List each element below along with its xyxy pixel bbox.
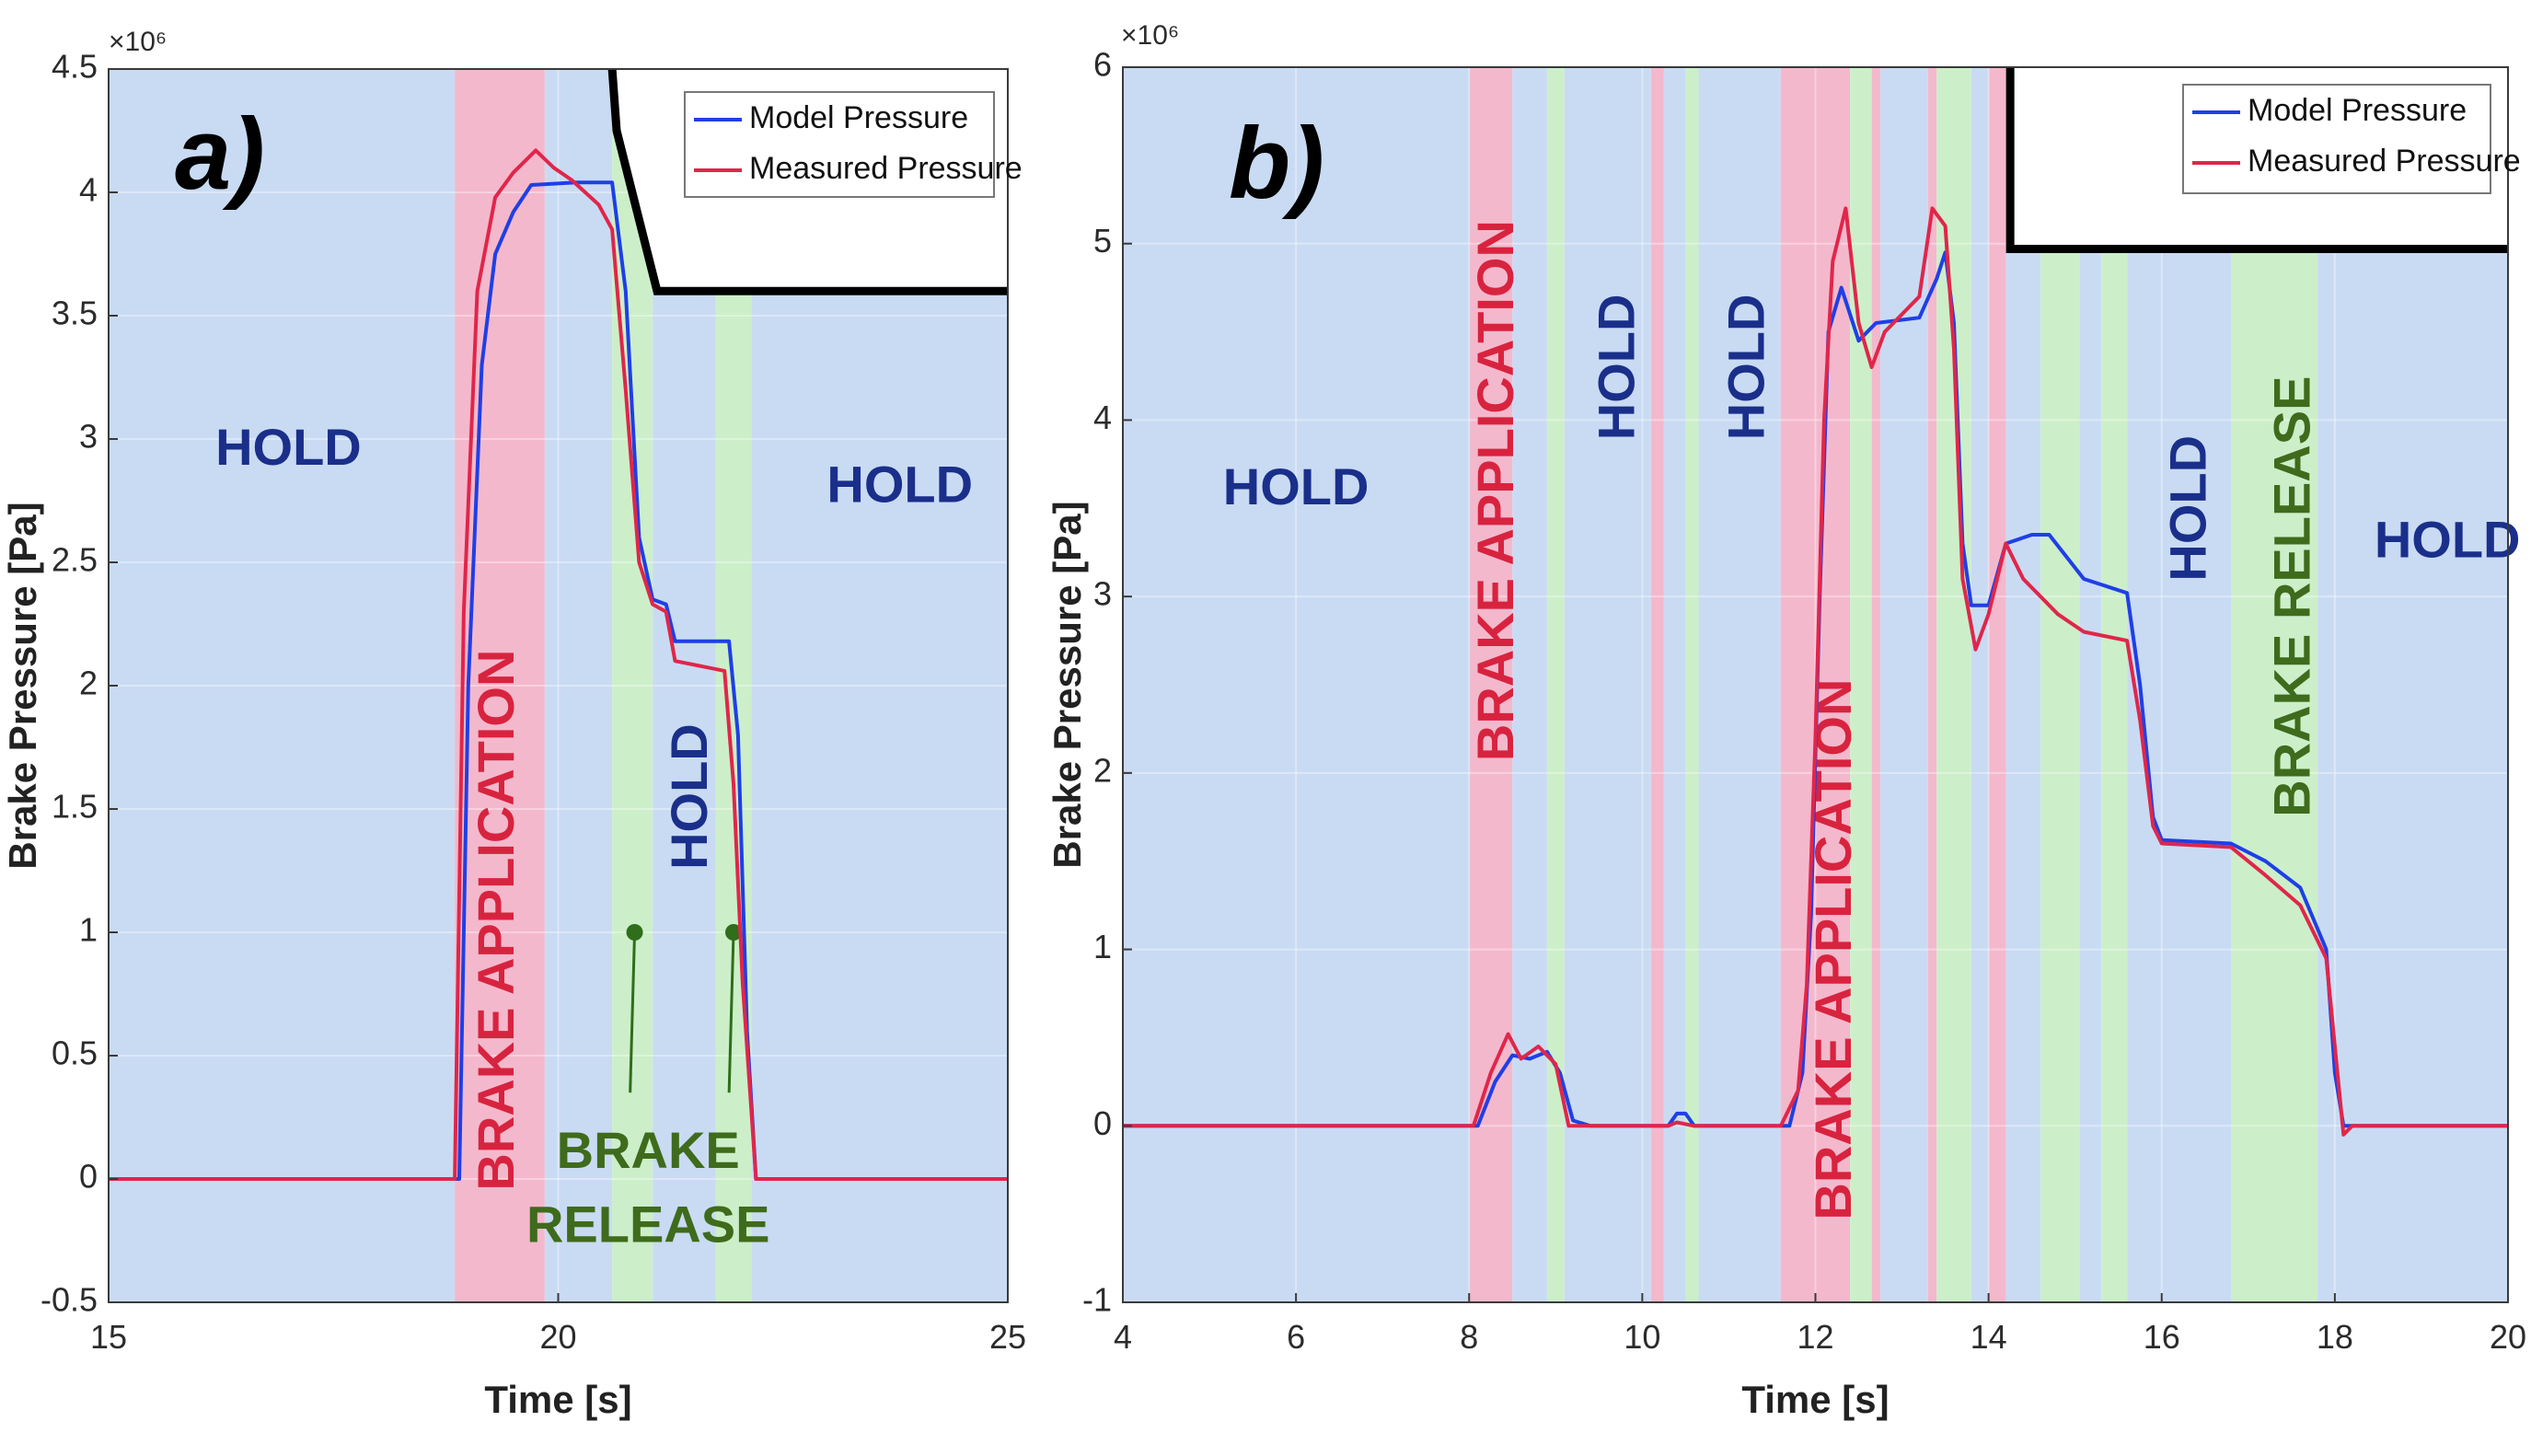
panel-b-command-line [2005, 67, 2508, 253]
panel-b-xtick-label: 4 [1114, 1318, 1132, 1356]
panel-b-label-hold: HOLD [2375, 510, 2521, 568]
panel-a-ytick-label: 0 [79, 1158, 98, 1196]
panel-b-label-hold: HOLD [2158, 435, 2216, 582]
panel-a-pointer-line [727, 931, 735, 1093]
panel-b-region-hold-15 [1970, 67, 1989, 1302]
panel-b-legend-entry: Measured Pressure [2248, 144, 2521, 179]
panel-b-region-hold-19 [2079, 67, 2101, 1302]
panel-a-series-measured [109, 148, 1008, 1181]
panel-b-ytick-label: 6 [1093, 46, 1112, 84]
panel-a-ytick-label: 2.5 [52, 541, 98, 579]
panel-a-letter: a) [175, 98, 265, 211]
panel-b: HOLD BRAKE APPLICATION HOLD HOLD BRAKE APPLI… [1046, 20, 2526, 1421]
panel-b-region-hold-6 [1663, 67, 1686, 1302]
panel-a-ytick-label: 2 [79, 664, 98, 702]
panel-b-ytick-label: 2 [1093, 751, 1112, 789]
panel-a-label-hold: HOLD [660, 723, 718, 870]
panel-a-pointer-line [629, 931, 637, 1093]
panel-b-xtick-label: 12 [1797, 1318, 1833, 1356]
panel-b-region-hold-2 [1512, 67, 1547, 1302]
panel-b-xlabel: Time [s] [1741, 1378, 1889, 1421]
panel-b-xtick-label: 14 [1970, 1318, 2007, 1356]
panel-b-exponent: ×10⁶ [1121, 20, 1179, 51]
panel-b-legend-entry: Model Pressure [2248, 93, 2467, 128]
panel-b-region-hold-17 [2005, 67, 2041, 1302]
panel-a-pointer-dot [626, 924, 643, 941]
panel-b-region-application-13 [1927, 67, 1937, 1302]
panel-b-region-hold-8 [1698, 67, 1781, 1302]
panel-b-region-release-14 [1936, 67, 1971, 1302]
panel-b-region-hold-4 [1564, 67, 1651, 1302]
panel-b-region-release-3 [1546, 67, 1565, 1302]
panel-b-region-release-7 [1685, 67, 1699, 1302]
panel-a-ytick-label: 4 [79, 171, 98, 209]
panel-b-ytick-label: -1 [1082, 1281, 1112, 1319]
panel-b-xtick-label: 20 [2490, 1318, 2526, 1356]
panel-b-xtick-label: 16 [2144, 1318, 2180, 1356]
panel-a-xtick-label: 20 [539, 1318, 576, 1356]
panel-b-ytick-label: 5 [1093, 222, 1112, 260]
panel-b-region-hold-23 [2317, 67, 2508, 1302]
panel-b-xtick-label: 6 [1287, 1318, 1305, 1356]
panel-a-label-release: RELEASE [526, 1195, 770, 1253]
panel-b-ytick-label: 1 [1093, 928, 1112, 965]
panel-b-ytick-label: 4 [1093, 399, 1112, 436]
panel-b-letter: b) [1229, 107, 1324, 220]
panel-a-region-release-3 [612, 69, 653, 1302]
panel-a-label-application: BRAKE APPLICATION [467, 650, 525, 1191]
panel-b-series-measured [1123, 206, 2508, 1137]
panel-b-region-application-5 [1650, 67, 1664, 1302]
panel-b-region-application-16 [1988, 67, 2006, 1302]
panel-a-ytick-label: -0.5 [40, 1281, 98, 1319]
panel-a-ylabel: Brake Pressure [Pa] [1, 502, 44, 869]
panel-b-label-hold: HOLD [1717, 295, 1775, 441]
panel-a-ytick-label: 1.5 [52, 788, 98, 826]
panel-a-ytick-label: 0.5 [52, 1034, 98, 1072]
panel-b-xtick-label: 18 [2317, 1318, 2353, 1356]
panel-a-ytick-label: 1 [79, 911, 98, 949]
panel-b-ylabel: Brake Pressure [Pa] [1046, 501, 1089, 868]
panel-b-region-application-11 [1871, 67, 1881, 1302]
panel-b-label-hold: HOLD [1588, 295, 1646, 441]
panel-a-ytick-label: 3 [79, 418, 98, 456]
panel-a-xtick-label: 15 [90, 1318, 127, 1356]
panel-b-label-release: BRAKE RELEASE [2262, 376, 2320, 817]
panel-b-label-application: BRAKE APPLICATION [1804, 679, 1862, 1220]
panel-b-region-release-22 [2231, 67, 2318, 1302]
panel-b-region-release-20 [2100, 67, 2128, 1302]
panel-a-exponent: ×10⁶ [109, 27, 167, 57]
panel-a-series-model [109, 180, 1008, 1181]
panel-a-region-hold-2 [544, 69, 613, 1302]
panel-b-region-hold-21 [2127, 67, 2231, 1302]
panel-b-ytick-label: 3 [1093, 575, 1112, 613]
panel-b-label-hold: HOLD [1223, 457, 1370, 515]
panel-a-label-release: BRAKE [557, 1121, 740, 1179]
panel-a-command-line [607, 68, 1008, 295]
panel-a-label-hold: HOLD [215, 418, 362, 476]
panel-a-xtick-label: 25 [989, 1318, 1026, 1356]
panel-b-xtick-label: 10 [1624, 1318, 1660, 1356]
panel-b-label-application: BRAKE APPLICATION [1466, 220, 1524, 761]
panel-a-pointer-dot [725, 924, 743, 941]
panel-a-label-hold: HOLD [826, 455, 973, 513]
panel-b-xtick-label: 8 [1460, 1318, 1478, 1356]
panel-a-legend-entry: Measured Pressure [749, 151, 1023, 186]
panel-a-xlabel: Time [s] [484, 1378, 631, 1421]
panel-b-region-hold-12 [1880, 67, 1928, 1302]
panel-b-region-release-18 [2040, 67, 2080, 1302]
panel-a-legend-entry: Model Pressure [749, 100, 968, 135]
panel-a-legend [684, 91, 995, 198]
panel-a: HOLD HOLD BRAKE APPLICATION HOLD BRAKE RELEAS… [1, 27, 1026, 1421]
panel-b-legend [2182, 84, 2491, 194]
panel-a-ytick-label: 4.5 [52, 48, 98, 86]
panel-b-region-hold-0 [1123, 67, 1470, 1302]
panel-b-region-release-10 [1850, 67, 1872, 1302]
panel-a-ytick-label: 3.5 [52, 295, 98, 332]
panel-b-ytick-label: 0 [1093, 1104, 1112, 1142]
panel-a-region-hold-0 [109, 69, 456, 1302]
